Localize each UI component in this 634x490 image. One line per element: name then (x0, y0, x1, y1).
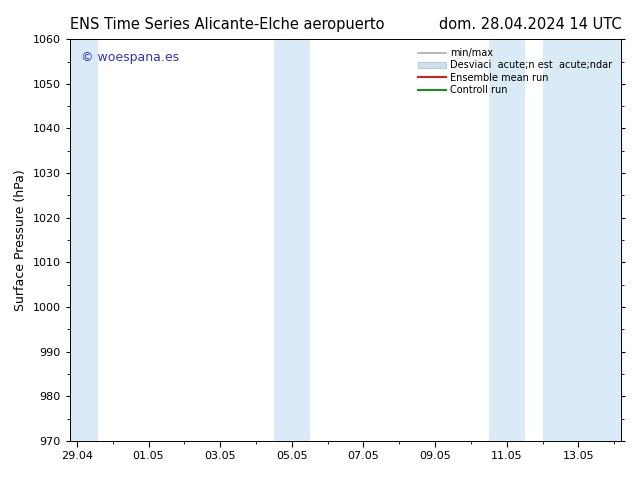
Bar (274, 39, 310, 441)
Y-axis label: Surface Pressure (hPa): Surface Pressure (hPa) (14, 169, 27, 311)
Bar (489, 39, 524, 441)
Legend: min/max, Desviaci  acute;n est  acute;ndar, Ensemble mean run, Controll run: min/max, Desviaci acute;n est acute;ndar… (415, 44, 616, 99)
Text: © woespana.es: © woespana.es (81, 51, 179, 64)
Text: dom. 28.04.2024 14 UTC: dom. 28.04.2024 14 UTC (439, 17, 621, 32)
Text: ENS Time Series Alicante-Elche aeropuerto: ENS Time Series Alicante-Elche aeropuert… (70, 17, 384, 32)
Bar (70, 39, 98, 441)
Bar (543, 39, 621, 441)
